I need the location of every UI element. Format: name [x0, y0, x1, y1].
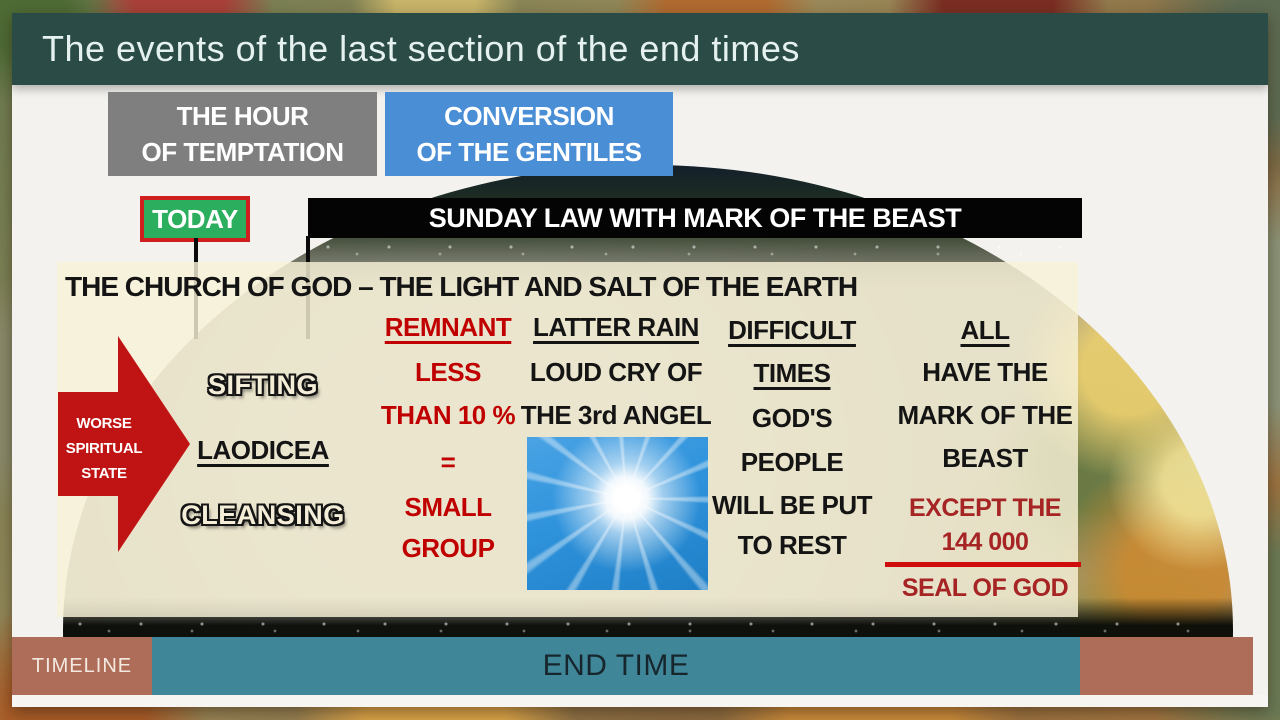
sunburst-image — [527, 437, 708, 590]
right-arrow-shape — [58, 392, 120, 496]
end-time-bar: END TIME — [152, 637, 1080, 695]
sunday-law-label: SUNDAY LAW WITH MARK OF THE BEAST — [428, 202, 962, 233]
column-all-exception-line: 144 000 — [941, 528, 1029, 556]
state-item-cleansing: CLEANSING — [181, 500, 345, 530]
column-difficult-title2: TIMES — [754, 356, 831, 390]
column-remnant-line: = — [440, 447, 456, 477]
arrow-text-line: STATE — [81, 465, 127, 482]
timeline-label: TIMELINE — [31, 654, 133, 677]
slide-title: The events of the last section of the en… — [42, 28, 800, 69]
today-marker: TODAY — [140, 196, 250, 242]
footer-right-spacer — [1080, 637, 1253, 695]
state-item-sifting: SIFTING — [208, 370, 318, 400]
column-remnant-line: SMALL — [404, 492, 492, 522]
column-all-line: MARK OF THE — [897, 400, 1073, 430]
panel-heading: THE CHURCH OF GOD – THE LIGHT AND SALT O… — [65, 271, 858, 302]
timeline-label-box: TIMELINE — [12, 637, 152, 695]
column-title-label: DIFFICULT — [728, 315, 856, 345]
globe-speckles-top — [320, 240, 1092, 262]
era-box-line: CONVERSION — [444, 101, 614, 131]
globe-speckles-bottom — [72, 617, 1192, 637]
column-title-label: ALL — [960, 315, 1010, 345]
red-divider-line — [885, 562, 1081, 567]
column-remnant-line: LESS — [415, 357, 481, 387]
end-time-label: END TIME — [542, 649, 690, 682]
column-all-title: ALL — [960, 313, 1010, 347]
column-all-line: BEAST — [942, 443, 1028, 473]
column-all-line: HAVE THE — [922, 357, 1048, 387]
sunday-law-marker: SUNDAY LAW WITH MARK OF THE BEAST — [308, 198, 1082, 238]
era-box-line: THE HOUR — [176, 101, 309, 131]
slide-bottom-frame — [12, 695, 1268, 707]
column-remnant-line: GROUP — [401, 533, 495, 563]
column-difficult-line: PEOPLE — [740, 447, 844, 477]
era-box-conversion-of-gentiles: CONVERSION OF THE GENTILES — [385, 92, 673, 176]
era-box-line: OF THE GENTILES — [416, 137, 642, 167]
column-remnant-line: THAN 10 % — [380, 400, 516, 430]
column-latter-rain-line: THE 3rd ANGEL — [520, 400, 712, 430]
column-title-label: TIMES — [753, 358, 831, 388]
column-difficult-line: GOD'S — [751, 403, 833, 433]
arrow-text-line: WORSE — [76, 415, 132, 432]
column-difficult-title: DIFFICULT — [728, 313, 856, 347]
title-bar: The events of the last section of the en… — [12, 13, 1268, 85]
worse-spiritual-state-label: WORSE SPIRITUAL STATE — [56, 411, 152, 486]
slide: The events of the last section of the en… — [12, 13, 1268, 707]
era-box-hour-of-temptation: THE HOUR OF TEMPTATION — [108, 92, 377, 176]
column-latter-rain-title: LATTER RAIN — [533, 310, 699, 344]
column-remnant-title: REMNANT — [385, 310, 512, 344]
column-difficult-line: WILL BE PUT — [711, 490, 873, 520]
arrow-text-line: SPIRITUAL — [65, 440, 143, 457]
today-label: TODAY — [152, 203, 238, 234]
state-item-label: LAODICEA — [197, 435, 329, 465]
column-title-label: LATTER RAIN — [533, 312, 699, 342]
era-box-line: OF TEMPTATION — [141, 137, 344, 167]
state-item-laodicea: LAODICEA — [197, 433, 329, 467]
seal-of-god-label: SEAL OF GOD — [901, 574, 1069, 602]
column-difficult-line: TO REST — [737, 530, 847, 560]
column-all-exception-line: EXCEPT THE — [909, 494, 1061, 522]
column-latter-rain-line: LOUD CRY OF — [529, 357, 703, 387]
column-title-label: REMNANT — [384, 312, 512, 342]
